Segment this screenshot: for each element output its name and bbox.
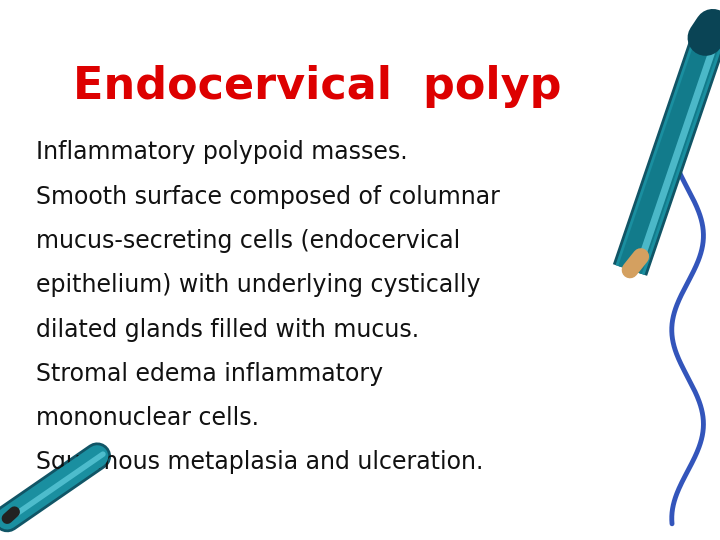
Text: Smooth surface composed of columnar: Smooth surface composed of columnar xyxy=(36,185,500,208)
Text: Squamous metaplasia and ulceration.: Squamous metaplasia and ulceration. xyxy=(36,450,483,474)
Text: dilated glands filled with mucus.: dilated glands filled with mucus. xyxy=(36,318,419,341)
Text: epithelium) with underlying cystically: epithelium) with underlying cystically xyxy=(36,273,480,297)
Text: Endocervical  polyp: Endocervical polyp xyxy=(73,65,561,108)
Text: mononuclear cells.: mononuclear cells. xyxy=(36,406,259,430)
Text: Inflammatory polypoid masses.: Inflammatory polypoid masses. xyxy=(36,140,408,164)
Text: mucus-secreting cells (endocervical: mucus-secreting cells (endocervical xyxy=(36,229,460,253)
Text: Stromal edema inflammatory: Stromal edema inflammatory xyxy=(36,362,383,386)
